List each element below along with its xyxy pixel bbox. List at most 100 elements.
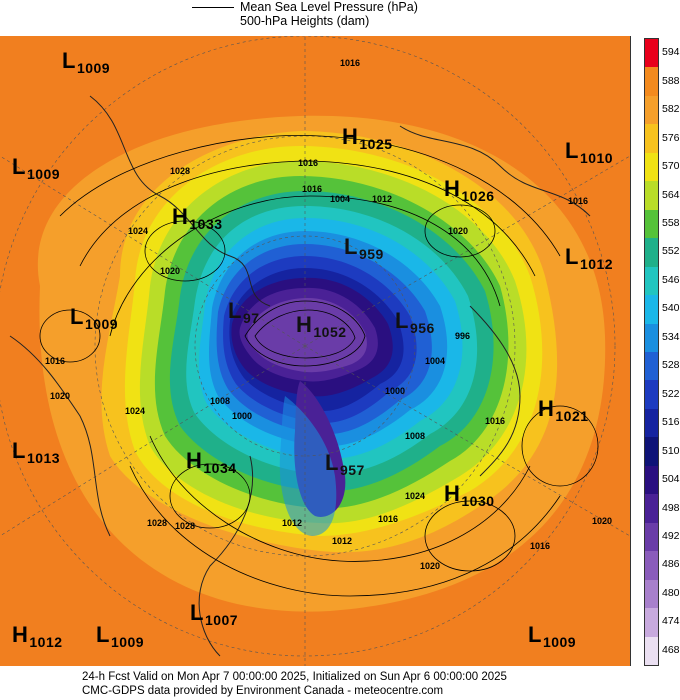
isobar-label: 1004 — [425, 356, 446, 366]
colorbar-segment — [645, 608, 658, 638]
isobar-label: 1024 — [128, 226, 149, 236]
isobar-label: 1004 — [330, 194, 351, 204]
isobar — [144, 220, 226, 282]
isobar-label: 1020 — [160, 266, 181, 276]
system-label: L959 — [344, 234, 384, 262]
isobar — [521, 405, 599, 487]
isobar — [59, 135, 561, 257]
chart-subtitle: 500-hPa Heights (dam) — [240, 14, 370, 28]
colorbar-label: 486 — [662, 558, 680, 571]
legend-line-sample — [192, 7, 234, 8]
colorbar — [644, 38, 659, 666]
system-label: H1052 — [296, 312, 347, 340]
colorbar-segment — [645, 209, 658, 239]
colorbar-segment — [645, 551, 658, 581]
system-label: L1013 — [12, 438, 61, 466]
system-label: L1009 — [70, 304, 119, 332]
colorbar-label: 498 — [662, 501, 680, 514]
colorbar-segment — [645, 522, 658, 552]
colorbar-segment — [645, 238, 658, 268]
isobar-label: 1020 — [50, 391, 71, 401]
colorbar-label: 564 — [662, 188, 680, 201]
isobar-label: 1008 — [210, 396, 231, 406]
chart-header: Mean Sea Level Pressure (hPa) 500-hPa He… — [240, 0, 418, 28]
colorbar-segment — [645, 95, 658, 125]
colorbar-label: 528 — [662, 359, 680, 372]
colorbar-label: 474 — [662, 615, 680, 628]
isobar — [254, 309, 356, 359]
coastline — [469, 305, 521, 477]
colorbar-label: 516 — [662, 416, 680, 429]
colorbar-segment — [645, 408, 658, 438]
colorbar-segment — [645, 465, 658, 495]
isobar-label: 1016 — [485, 416, 506, 426]
isobar — [169, 463, 251, 529]
isobar-label: 1012 — [282, 518, 303, 528]
colorbar-label: 558 — [662, 216, 680, 229]
system-label: L97 — [228, 298, 260, 326]
isobar-label: 1000 — [385, 386, 406, 396]
isobar-label: 1016 — [568, 196, 589, 206]
isobar — [424, 204, 496, 258]
footer: 24-h Fcst Valid on Mon Apr 7 00:00:00 20… — [82, 670, 507, 698]
isobar-label: 1016 — [298, 158, 319, 168]
legend-line-label: Mean Sea Level Pressure (hPa) — [240, 0, 418, 14]
contour-tongue-outer — [279, 396, 337, 536]
height-field — [0, 36, 630, 666]
colorbar-label: 492 — [662, 529, 680, 542]
credit-line: CMC-GDPS data provided by Environment Ca… — [82, 685, 444, 697]
isobar-label: 1024 — [405, 491, 426, 501]
colorbar-label: 582 — [662, 103, 680, 116]
system-label: H1033 — [172, 204, 223, 232]
colorbar-label: 594 — [662, 46, 680, 59]
colorbar-segment — [645, 181, 658, 211]
isobar — [109, 195, 501, 337]
coastline — [89, 95, 271, 307]
isobar-label: 1016 — [378, 514, 399, 524]
coastline — [399, 125, 591, 217]
colorbar-segment — [645, 323, 658, 353]
valid-time-line: 24-h Fcst Valid on Mon Apr 7 00:00:00 20… — [82, 671, 507, 683]
system-label: H1021 — [538, 396, 589, 424]
isobar — [129, 465, 561, 597]
colorbar-segment — [645, 494, 658, 524]
colorbar-label: 576 — [662, 131, 680, 144]
isobar-label: 1016 — [340, 58, 361, 68]
colorbar-segment — [645, 352, 658, 381]
isobar — [149, 435, 531, 562]
isobar-label: 1008 — [405, 431, 426, 441]
isobar-label: 1016 — [45, 356, 66, 366]
isobar-label: 1012 — [332, 536, 353, 546]
system-label: L1012 — [565, 244, 614, 272]
colorbar-segment — [645, 39, 658, 68]
isobar-label: 1020 — [592, 516, 613, 526]
isobar — [39, 309, 101, 363]
system-label: L1009 — [12, 154, 61, 182]
isobar — [424, 500, 516, 572]
colorbar-label: 546 — [662, 273, 680, 286]
system-label: L1010 — [565, 138, 614, 166]
system-label: H1012 — [12, 622, 63, 650]
system-label: L1009 — [96, 622, 145, 650]
isobar-label: 1028 — [175, 521, 196, 531]
isobar — [244, 300, 366, 367]
system-label: L1009 — [62, 48, 111, 76]
isobar-label: 1028 — [147, 518, 168, 528]
system-label: H1030 — [444, 481, 495, 509]
isobar-label: 1020 — [420, 561, 441, 571]
system-label: H1034 — [186, 448, 237, 476]
system-label: L1009 — [528, 622, 577, 650]
system-label: H1026 — [444, 176, 495, 204]
isobar-label: 1016 — [530, 541, 551, 551]
colorbar-segment — [645, 295, 658, 325]
isobar-label: 1020 — [448, 226, 469, 236]
forecast-map: L1009 L1009 H1033 H1025 H1026 L1010 L101… — [0, 36, 631, 666]
isobar — [79, 160, 536, 277]
colorbar-label: 510 — [662, 444, 680, 457]
colorbar-segment — [645, 579, 658, 609]
isobar-label: 1016 — [302, 184, 323, 194]
colorbar-label: 534 — [662, 330, 680, 343]
colorbar-segment — [645, 380, 658, 410]
isobar-label: 996 — [455, 331, 471, 341]
isobar-label: 1012 — [372, 194, 393, 204]
